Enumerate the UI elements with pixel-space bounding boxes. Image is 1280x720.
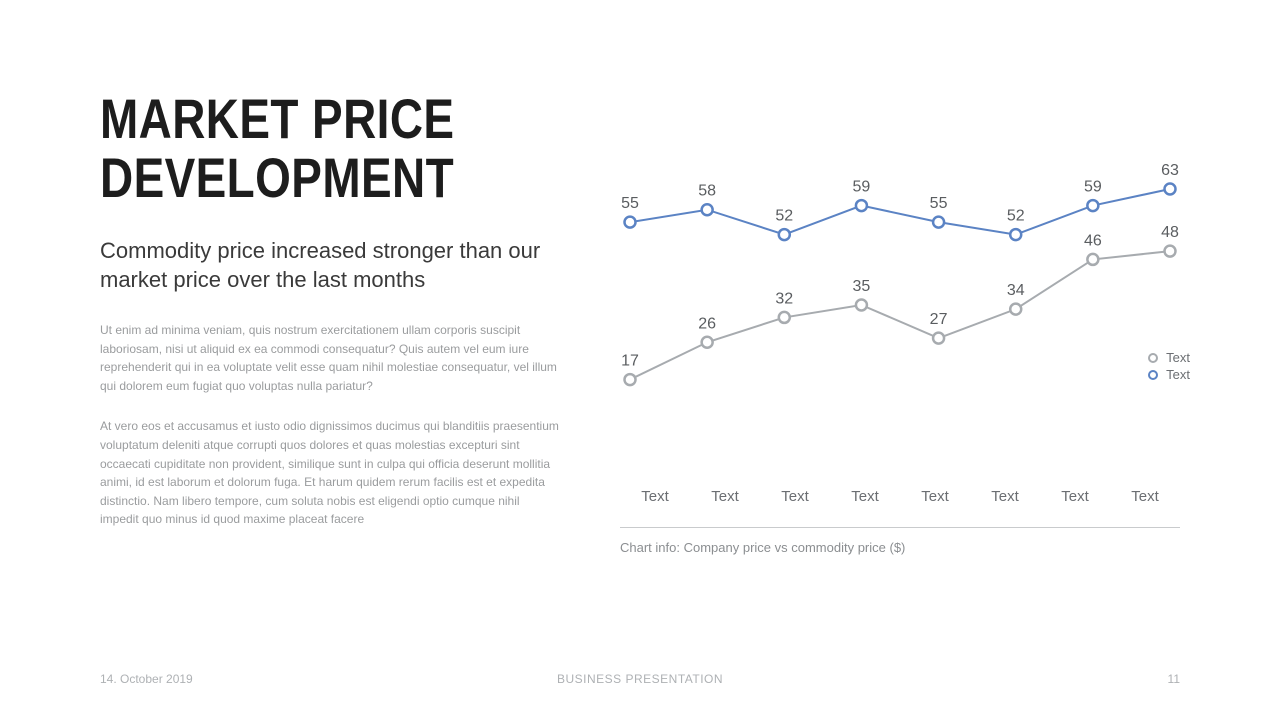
- data-point: [1087, 254, 1098, 265]
- chart-info: Chart info: Company price vs commodity p…: [620, 540, 1180, 555]
- data-label: 63: [1161, 162, 1179, 179]
- legend-item: Text: [1148, 350, 1190, 365]
- right-column: 17263235273446485558525955525963 TextTex…: [620, 90, 1180, 555]
- data-label: 58: [698, 183, 716, 200]
- data-label: 34: [1007, 282, 1025, 299]
- footer-center: BUSINESS PRESENTATION: [557, 672, 723, 686]
- data-label: 26: [698, 315, 716, 332]
- footer: 14. October 2019 BUSINESS PRESENTATION 1…: [100, 672, 1180, 686]
- x-tick-label: Text: [830, 488, 900, 505]
- data-label: 52: [775, 208, 793, 225]
- x-tick-label: Text: [970, 488, 1040, 505]
- x-tick-label: Text: [690, 488, 760, 505]
- footer-page: 11: [1168, 672, 1180, 686]
- legend-marker-icon: [1148, 370, 1158, 380]
- data-point: [1165, 184, 1176, 195]
- legend-marker-icon: [1148, 353, 1158, 363]
- content-row: MARKET PRICE DEVELOPMENT Commodity price…: [100, 90, 1180, 555]
- data-point: [625, 217, 636, 228]
- data-label: 59: [1084, 179, 1102, 196]
- data-label: 46: [1084, 232, 1102, 249]
- data-label: 48: [1161, 224, 1179, 241]
- data-point: [856, 200, 867, 211]
- data-point: [1165, 246, 1176, 257]
- data-point: [933, 333, 944, 344]
- x-tick-label: Text: [760, 488, 830, 505]
- data-point: [779, 229, 790, 240]
- data-label: 59: [853, 179, 871, 196]
- chart-divider: [620, 527, 1180, 528]
- data-point: [625, 374, 636, 385]
- legend-label: Text: [1166, 367, 1190, 382]
- data-label: 52: [1007, 208, 1025, 225]
- subtitle: Commodity price increased stronger than …: [100, 236, 560, 295]
- x-axis-labels: TextTextTextTextTextTextTextText: [620, 488, 1180, 505]
- left-column: MARKET PRICE DEVELOPMENT Commodity price…: [100, 90, 560, 555]
- legend-item: Text: [1148, 367, 1190, 382]
- data-point: [1087, 200, 1098, 211]
- data-label: 55: [621, 195, 639, 212]
- footer-date: 14. October 2019: [100, 672, 193, 686]
- data-point: [1010, 304, 1021, 315]
- data-label: 55: [930, 195, 948, 212]
- legend-label: Text: [1166, 350, 1190, 365]
- slide: MARKET PRICE DEVELOPMENT Commodity price…: [0, 0, 1280, 720]
- data-label: 35: [853, 278, 871, 295]
- chart-legend: Text Text: [1148, 350, 1190, 384]
- x-tick-label: Text: [1040, 488, 1110, 505]
- line-chart: 17 26 32 35 27 34 46 48 55 58 52 59 55 52 59 63: [620, 150, 1180, 470]
- data-label: 27: [930, 311, 948, 328]
- data-label: 32: [775, 290, 793, 307]
- data-point: [702, 204, 713, 215]
- data-point: [856, 300, 867, 311]
- data-point: [702, 337, 713, 348]
- data-point: [1010, 229, 1021, 240]
- x-tick-label: Text: [620, 488, 690, 505]
- body-paragraph-2: At vero eos et accusamus et iusto odio d…: [100, 417, 560, 529]
- x-tick-label: Text: [900, 488, 970, 505]
- chart-area: 17263235273446485558525955525963 TextTex…: [620, 150, 1180, 470]
- x-tick-label: Text: [1110, 488, 1180, 505]
- body-paragraph-1: Ut enim ad minima veniam, quis nostrum e…: [100, 321, 560, 395]
- data-label: 17: [621, 353, 639, 370]
- data-point: [933, 217, 944, 228]
- data-point: [779, 312, 790, 323]
- page-title: MARKET PRICE DEVELOPMENT: [100, 90, 477, 208]
